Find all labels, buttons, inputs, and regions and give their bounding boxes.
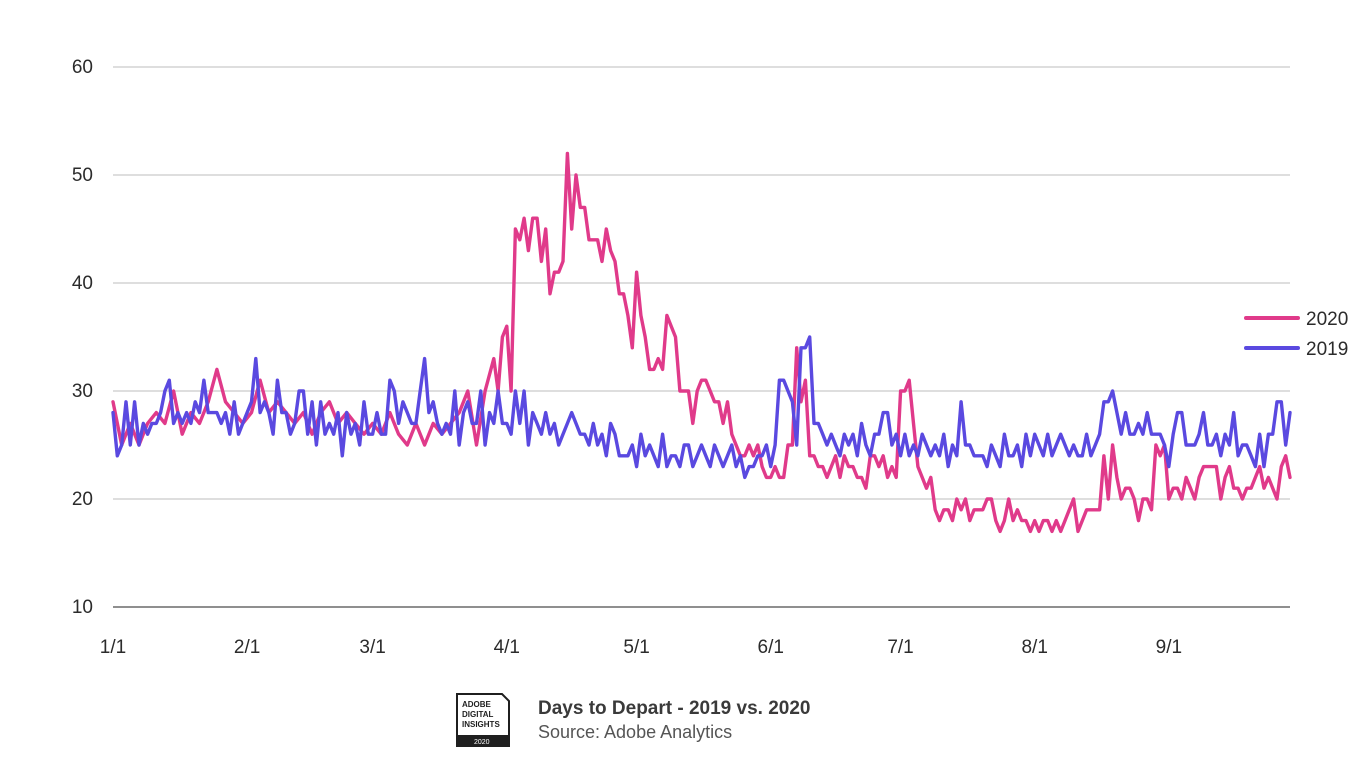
legend: 2020 2019 — [1244, 309, 1348, 360]
y-tick-label: 10 — [72, 597, 93, 618]
x-tick-label: 4/1 — [494, 637, 520, 658]
line-chart: 10 20 30 40 50 60 1/1 2/1 3/1 4/1 5/1 6/1 7/1 8/1 9/1… — [72, 57, 1348, 658]
legend-label-2020: 2020 — [1306, 309, 1348, 330]
y-tick-label: 50 — [72, 165, 93, 186]
chart-caption-block: ADOBE DIGITAL INSIGHTS 2020 Days to Depa… — [454, 690, 811, 750]
y-tick-label: 40 — [72, 273, 93, 294]
y-tick-label: 30 — [72, 381, 93, 402]
x-tick-label: 7/1 — [887, 637, 913, 658]
series-lines — [111, 151, 1292, 534]
gridlines — [113, 66, 1290, 608]
x-tick-label: 1/1 — [100, 637, 126, 658]
x-tick-label: 2/1 — [234, 637, 260, 658]
badge-line3: INSIGHTS — [462, 720, 500, 729]
x-tick-label: 6/1 — [758, 637, 784, 658]
x-tick-label: 9/1 — [1156, 637, 1182, 658]
y-axis-ticks: 10 20 30 40 50 60 — [72, 57, 93, 618]
legend-label-2019: 2019 — [1306, 339, 1348, 360]
badge-line2: DIGITAL — [462, 710, 494, 719]
chart-title: Days to Depart - 2019 vs. 2020 — [538, 697, 811, 719]
x-tick-label: 3/1 — [359, 637, 385, 658]
badge-year: 2020 — [474, 739, 490, 746]
x-tick-label: 8/1 — [1021, 637, 1047, 658]
series-line-2019 — [111, 335, 1292, 480]
series-line-2020 — [111, 151, 1292, 534]
x-tick-label: 5/1 — [623, 637, 649, 658]
adobe-digital-insights-logo: ADOBE DIGITAL INSIGHTS 2020 — [456, 693, 510, 747]
chart-source: Source: Adobe Analytics — [538, 721, 733, 742]
y-tick-label: 60 — [72, 57, 93, 78]
y-tick-label: 20 — [72, 489, 93, 510]
x-axis-ticks: 1/1 2/1 3/1 4/1 5/1 6/1 7/1 8/1 9/1 — [100, 637, 1182, 658]
caption-text: Days to Depart - 2019 vs. 2020 Source: A… — [538, 697, 811, 743]
badge-line1: ADOBE — [462, 700, 492, 709]
